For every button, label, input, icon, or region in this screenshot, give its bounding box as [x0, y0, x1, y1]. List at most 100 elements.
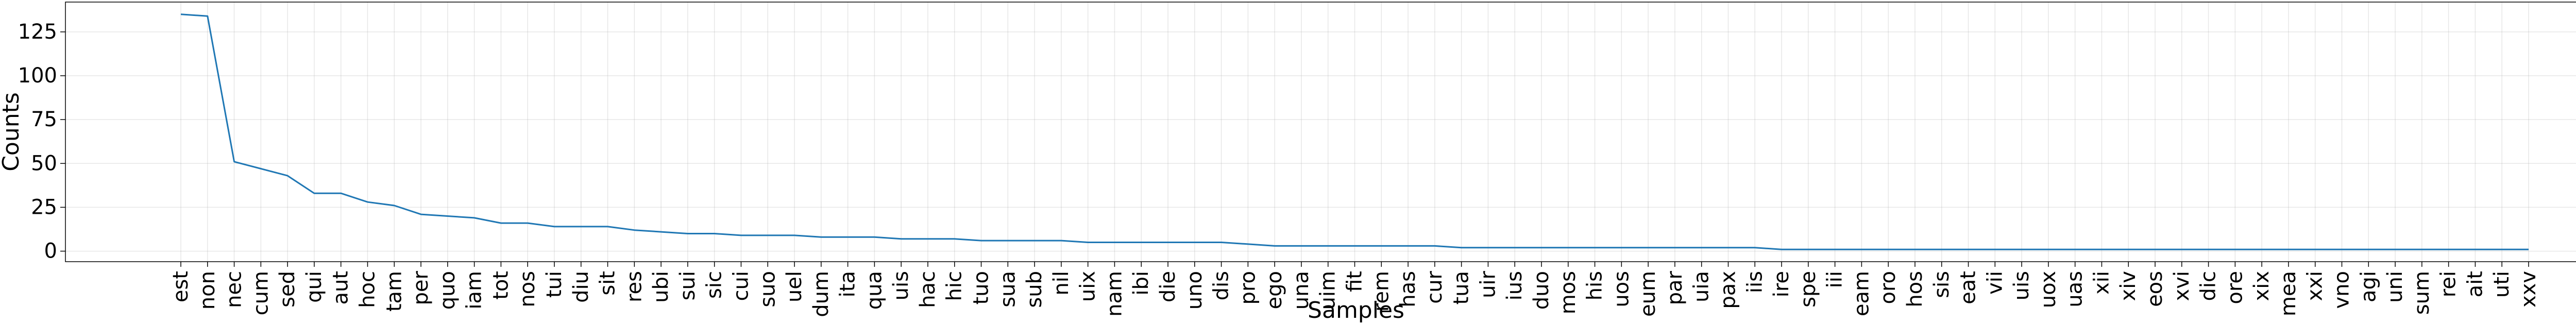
- x-tick-label: uis: [889, 271, 913, 300]
- x-tick-label: eum: [1636, 271, 1660, 317]
- x-tick-label: cum: [249, 271, 273, 315]
- x-tick-label: eam: [1850, 271, 1873, 316]
- x-tick-label: iis: [1743, 271, 1767, 293]
- y-tick-label: 0: [44, 240, 57, 263]
- x-tick-label: xxi: [2303, 271, 2327, 301]
- x-tick-label: ire: [1770, 271, 1793, 297]
- x-tick-label: iam: [463, 271, 486, 310]
- x-tick-label: uim: [1316, 271, 1340, 310]
- x-tick-label: eos: [2143, 271, 2167, 307]
- x-gridlines: [180, 2, 2529, 262]
- plot-frame: [65, 2, 2576, 262]
- y-axis-ticks: 0 25 50 75 100 125: [18, 20, 65, 263]
- x-tick-label: has: [1396, 271, 1420, 308]
- x-tick-label: eat: [1957, 271, 1980, 304]
- x-tick-label: xiv: [2116, 271, 2140, 301]
- x-tick-label: res: [622, 271, 646, 302]
- x-tick-label: qua: [862, 271, 886, 310]
- x-tick-label: xix: [2250, 271, 2274, 301]
- x-tick-label: rem: [1369, 271, 1393, 312]
- series-line: [180, 13, 2529, 250]
- x-tick-label: sua: [996, 271, 1020, 308]
- series-counts: [180, 13, 2529, 250]
- y-gridlines: [65, 31, 2576, 252]
- x-tick-label: uis: [2010, 271, 2033, 300]
- x-tick-label: vno: [2330, 271, 2354, 309]
- x-tick-label: sub: [1023, 271, 1046, 308]
- x-tick-label: oro: [1876, 271, 1900, 304]
- x-tick-label: his: [1583, 271, 1607, 300]
- x-tick-label: agi: [2357, 271, 2380, 302]
- x-tick-label: dic: [2197, 271, 2221, 301]
- x-tick-label: vii: [1983, 271, 2007, 295]
- y-tick-label: 125: [18, 20, 57, 44]
- x-tick-label: sum: [2410, 271, 2434, 315]
- x-tick-label: uox: [2037, 271, 2060, 308]
- x-tick-label: nec: [223, 271, 246, 308]
- x-tick-label: xxv: [2517, 271, 2540, 308]
- y-axis-title: Counts: [0, 92, 24, 172]
- x-tick-label: uir: [1476, 270, 1500, 298]
- x-tick-label: tui: [543, 271, 566, 298]
- x-tick-label: uos: [1609, 271, 1633, 308]
- x-tick-label: est: [169, 271, 193, 302]
- x-axis-ticks: est non nec cum sed qui aut hoc tam per quo iam tot n…: [169, 262, 2540, 317]
- x-tick-label: uia: [1690, 271, 1714, 302]
- x-tick-label: rei: [2437, 271, 2461, 297]
- x-tick-label: duo: [1530, 271, 1553, 310]
- x-tick-label: hoc: [355, 271, 379, 308]
- x-tick-label: tua: [1450, 271, 1473, 305]
- x-tick-label: sed: [276, 271, 299, 308]
- x-tick-label: hos: [1903, 271, 1927, 308]
- x-tick-label: mea: [2277, 271, 2300, 316]
- x-tick-label: ius: [1503, 271, 1527, 300]
- x-tick-label: tot: [489, 271, 513, 300]
- x-tick-label: uel: [783, 271, 806, 302]
- x-tick-label: par: [1663, 270, 1687, 305]
- x-tick-label: nos: [516, 271, 539, 308]
- x-tick-label: spe: [1797, 271, 1820, 308]
- x-tick-label: sit: [596, 271, 620, 296]
- x-tick-label: aut: [329, 271, 353, 305]
- x-tick-label: xvi: [2170, 271, 2194, 301]
- x-tick-label: dis: [1210, 271, 1233, 300]
- x-tick-label: quo: [436, 271, 460, 310]
- x-tick-label: tam: [382, 271, 406, 312]
- x-tick-label: hac: [916, 271, 940, 308]
- y-tick-label: 75: [31, 108, 57, 131]
- x-tick-label: sic: [703, 271, 726, 299]
- x-tick-label: non: [196, 271, 219, 310]
- x-tick-label: cui: [729, 271, 753, 301]
- x-tick-label: sis: [1930, 271, 1954, 298]
- x-tick-label: uno: [1183, 271, 1207, 310]
- x-tick-label: ita: [836, 271, 860, 297]
- x-tick-label: dum: [809, 271, 833, 317]
- x-tick-label: ore: [2223, 271, 2247, 304]
- x-tick-label: tuo: [970, 271, 993, 305]
- x-tick-label: ibi: [1129, 271, 1153, 296]
- x-tick-label: ait: [2463, 271, 2487, 297]
- x-tick-label: suo: [756, 271, 779, 308]
- x-tick-label: uix: [1076, 271, 1100, 302]
- x-tick-label: uni: [2383, 271, 2407, 303]
- x-tick-label: die: [1156, 271, 1180, 302]
- x-tick-label: mos: [1556, 271, 1580, 314]
- x-tick-label: uti: [2490, 271, 2514, 298]
- x-tick-label: pro: [1236, 271, 1260, 304]
- x-tick-label: uas: [2063, 271, 2087, 308]
- x-tick-label: qui: [302, 271, 326, 303]
- x-tick-label: ego: [1263, 271, 1286, 309]
- x-tick-label: xii: [2090, 271, 2113, 295]
- x-tick-label: fit: [1343, 271, 1367, 292]
- y-tick-label: 50: [31, 151, 57, 175]
- x-tick-label: ubi: [649, 271, 673, 303]
- x-tick-label: pax: [1716, 271, 1740, 309]
- x-tick-label: nam: [1103, 271, 1126, 317]
- x-tick-label: cur: [1423, 270, 1447, 303]
- x-tick-label: diu: [569, 271, 593, 303]
- x-tick-label: per: [409, 270, 433, 305]
- x-tick-label: hic: [943, 271, 967, 301]
- y-tick-label: 100: [18, 64, 57, 88]
- x-tick-label: sui: [676, 271, 700, 300]
